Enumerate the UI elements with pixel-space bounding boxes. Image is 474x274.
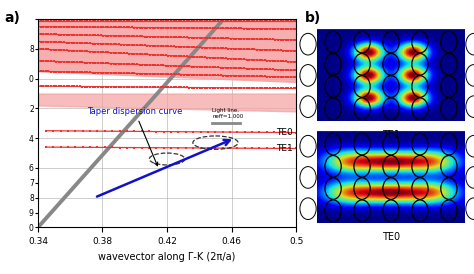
Text: Taper dispersion curve: Taper dispersion curve [87, 107, 182, 166]
Text: Light line,
neff=1.000: Light line, neff=1.000 [212, 108, 244, 119]
Text: TE0: TE0 [382, 232, 400, 242]
Text: a): a) [4, 11, 20, 25]
Text: TE0: TE0 [276, 128, 293, 137]
Text: TE1: TE1 [276, 144, 293, 153]
X-axis label: wavevector along Γ-K (2π/a): wavevector along Γ-K (2π/a) [98, 252, 236, 262]
Text: TE1: TE1 [382, 130, 400, 139]
Bar [318, 30, 465, 121]
Bar [318, 132, 465, 223]
Text: b): b) [305, 11, 321, 25]
